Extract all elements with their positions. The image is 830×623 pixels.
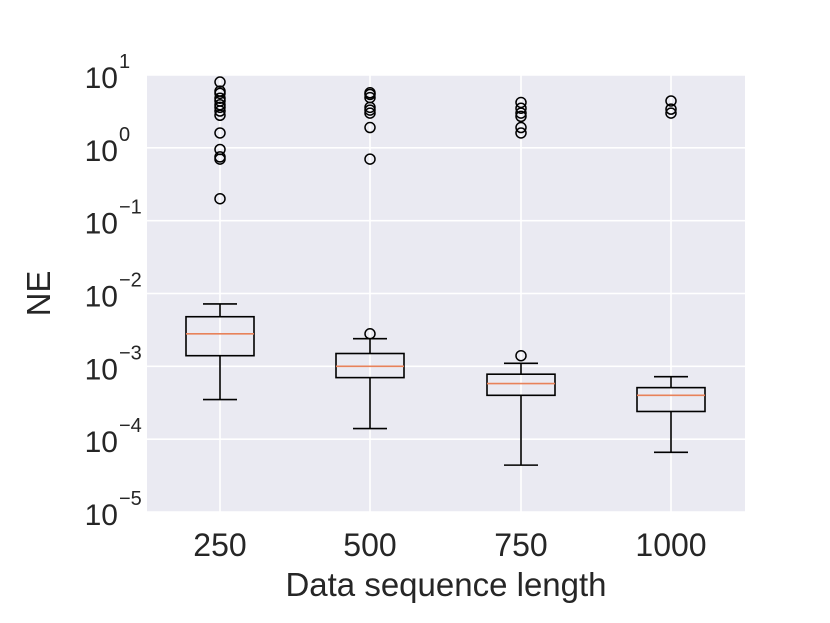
y-tick-label: 10 <box>85 135 118 168</box>
x-axis-label: Data sequence length <box>285 566 606 603</box>
outlier-point <box>665 103 677 115</box>
outlier-point <box>515 349 527 362</box>
outlier-point <box>364 153 376 165</box>
outlier-point <box>515 102 527 114</box>
x-axis-ticks: 250 500 750 1000 <box>193 527 706 563</box>
x-tick-label: 500 <box>343 527 396 563</box>
y-tick-label: 10 <box>85 281 118 314</box>
x-tick-label: 1000 <box>635 527 706 563</box>
box-750 <box>486 96 556 466</box>
box-500 <box>335 87 405 430</box>
outlier-point <box>214 99 226 111</box>
iqr-box <box>486 373 556 397</box>
outlier-point <box>364 121 376 134</box>
box-250 <box>185 76 255 401</box>
outlier-point <box>364 107 376 119</box>
outlier-point <box>515 110 527 123</box>
outlier-point <box>515 127 527 139</box>
outlier-point <box>214 127 226 139</box>
outlier-point <box>364 91 376 104</box>
box-series <box>185 76 706 466</box>
y-axis-label: NE <box>20 271 57 317</box>
y-tick-exponent: −1 <box>119 197 142 219</box>
y-tick-label: 10 <box>85 426 118 459</box>
iqr-box <box>636 386 706 413</box>
y-tick-label: 10 <box>85 353 118 386</box>
y-tick-label: 10 <box>85 499 118 532</box>
y-tick-exponent: −5 <box>119 488 142 510</box>
outlier-point <box>214 143 226 156</box>
y-tick-exponent: 0 <box>119 124 130 146</box>
x-tick-label: 750 <box>494 527 547 563</box>
iqr-box <box>185 315 255 357</box>
outlier-point <box>364 328 376 340</box>
outlier-point <box>665 107 677 119</box>
y-tick-exponent: −4 <box>119 415 142 437</box>
y-tick-label: 10 <box>85 208 118 241</box>
y-tick-exponent: −2 <box>119 270 142 292</box>
outlier-point <box>665 95 677 107</box>
outlier-point <box>214 192 226 205</box>
outlier-point <box>214 85 226 97</box>
y-tick-exponent: 1 <box>119 51 130 73</box>
outlier-point <box>364 87 376 99</box>
outlier-point <box>515 96 527 109</box>
y-tick-label: 10 <box>85 62 118 95</box>
outlier-point <box>515 121 527 134</box>
outlier-point <box>214 76 226 88</box>
outlier-point <box>214 151 226 163</box>
outlier-point <box>214 92 226 104</box>
x-tick-label: 250 <box>193 527 246 563</box>
box-1000 <box>636 95 706 454</box>
y-tick-exponent: −3 <box>119 342 142 364</box>
